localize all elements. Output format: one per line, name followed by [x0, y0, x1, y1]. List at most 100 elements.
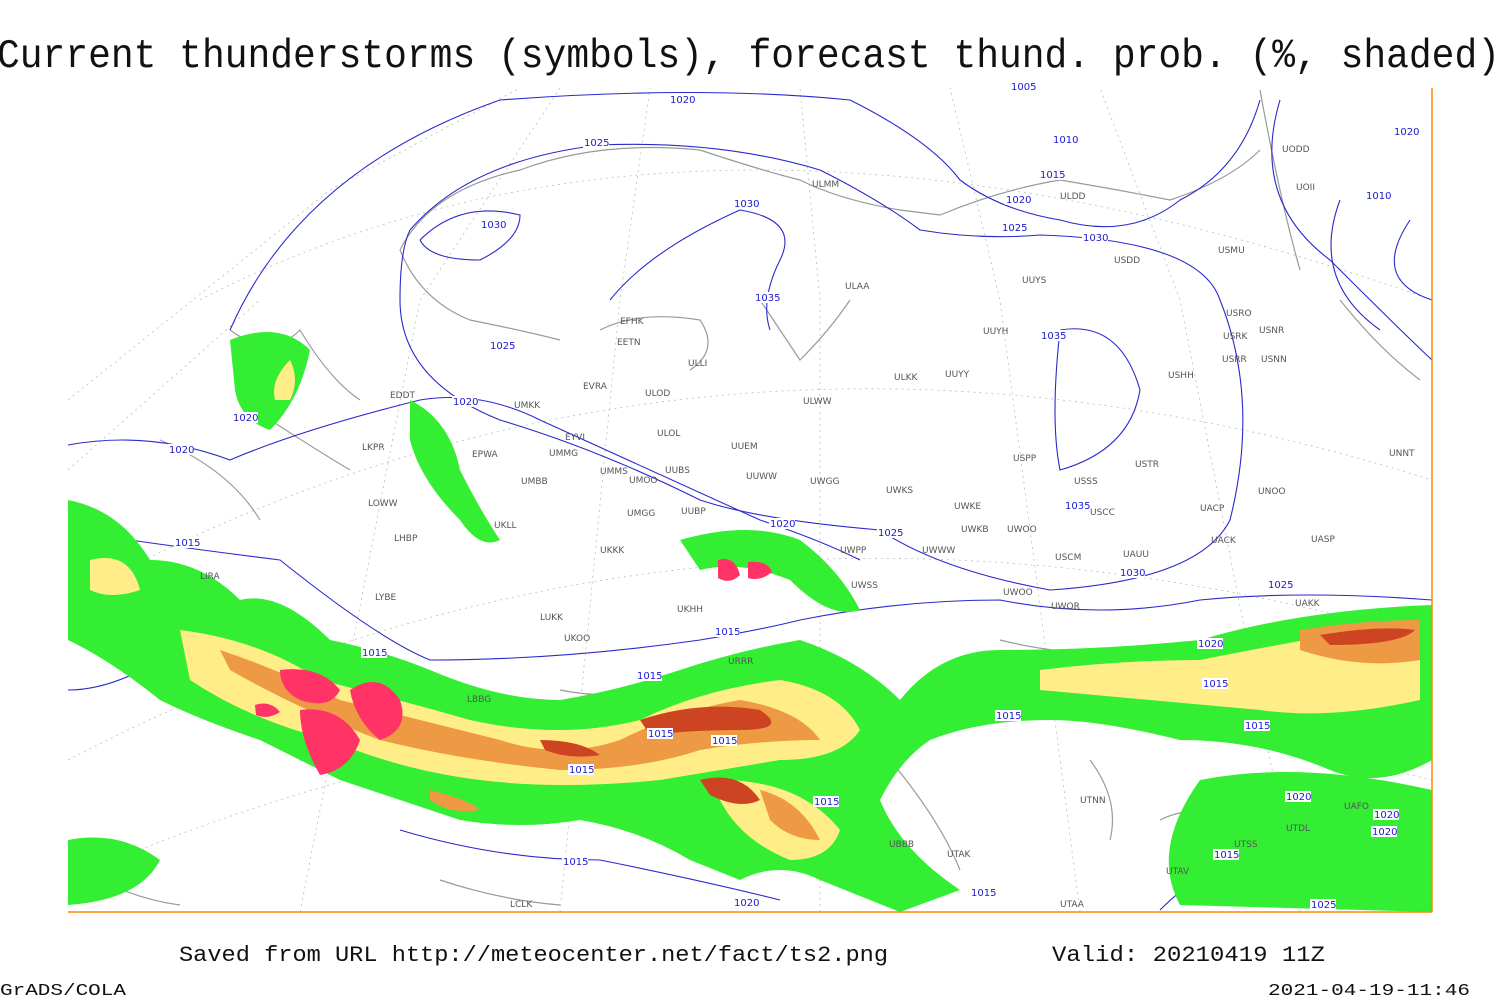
isobar-label-bg — [877, 527, 903, 538]
probability-shading — [68, 332, 1432, 912]
isobar-label-bg — [562, 856, 588, 867]
station-label: UWOO — [1003, 588, 1033, 598]
map-frame: ULMM ULDD UODD UOII USMU USDD ULAA UUYS USRO USRK… — [67, 81, 1433, 913]
isobar-label-bg — [1244, 720, 1270, 731]
isobar-label: 1020 — [1372, 827, 1397, 838]
isobar-label: 1010 — [1366, 191, 1391, 202]
station-label: UWKE — [954, 502, 981, 512]
isobar-label-bg — [1267, 579, 1293, 590]
isobar-label-bg — [1310, 899, 1336, 910]
station-label: UMGG — [627, 509, 655, 519]
isobar-label: 1020 — [1374, 810, 1399, 821]
isobar-label: 1030 — [1083, 233, 1108, 244]
isobar-label-bg — [1064, 500, 1090, 511]
station-label: UUWW — [746, 472, 777, 482]
station-label: UUYH — [983, 327, 1008, 337]
station-label: UTSS — [1234, 840, 1258, 850]
isobar-label: 1035 — [1041, 331, 1066, 342]
isobar-label-bg — [361, 647, 387, 658]
software: GrADS/COLA — [0, 982, 127, 1000]
station-label: UWSS — [851, 581, 878, 591]
isobar-label: 1035 — [755, 293, 780, 304]
isobar-label: 1020 — [670, 95, 695, 106]
station-label: UACP — [1200, 504, 1225, 514]
isobar-label-bg — [452, 396, 478, 407]
station-label: USNN — [1261, 355, 1287, 365]
station-label: USPP — [1013, 454, 1037, 464]
station-label: LOWW — [368, 499, 398, 509]
valid-time: Valid: 20210419 11Z — [1052, 943, 1325, 968]
isobar-label-bg — [168, 444, 194, 455]
isobar-label: 1015 — [1245, 721, 1270, 732]
isobar-label: 1025 — [584, 138, 609, 149]
isobar-label-bg — [769, 518, 795, 529]
station-label: UNNT — [1389, 449, 1415, 459]
isobar-label: 1020 — [1394, 127, 1419, 138]
station-label: UWWW — [922, 546, 955, 556]
station-label: UUBP — [681, 507, 706, 517]
isobar-label-bg — [232, 412, 258, 423]
station-label: USCM — [1055, 553, 1081, 563]
isobar-label-bg — [1039, 169, 1065, 180]
isobar-label-bg — [1005, 194, 1031, 205]
station-label: EPWA — [472, 450, 499, 460]
isobar-label: 1025 — [878, 528, 903, 539]
station-label: UNOO — [1258, 487, 1286, 497]
source-url: Saved from URL http://meteocenter.net/fa… — [179, 943, 888, 968]
isobar-label: 1010 — [1053, 135, 1078, 146]
station-label: UAUU — [1123, 550, 1149, 560]
station-label: UKKK — [600, 546, 625, 556]
station-label: EETN — [617, 338, 641, 348]
isobar-label-bg — [1373, 809, 1399, 820]
station-label: UUBS — [665, 466, 690, 476]
station-labels: ULMM ULDD UODD UOII USMU USDD ULAA UUYS USRO USRK… — [200, 145, 1415, 910]
station-label: ULDD — [1060, 192, 1086, 202]
isobar-label-bg — [1285, 791, 1311, 802]
isobar-label-bg — [1040, 330, 1066, 341]
isobar-label: 1015 — [569, 765, 594, 776]
station-label: USCC — [1090, 508, 1115, 518]
station-label: UKOO — [564, 634, 590, 644]
station-label: UUYY — [945, 370, 970, 380]
station-label: ULLI — [688, 359, 707, 369]
isobar-label: 1025 — [1268, 580, 1293, 591]
station-label: EVRA — [583, 382, 608, 392]
isobar-label-bg — [1365, 190, 1391, 201]
station-label: UUEM — [731, 442, 758, 452]
station-label: UMOO — [629, 476, 658, 486]
station-label: UTDL — [1286, 824, 1310, 834]
isobar-label-bg — [995, 710, 1021, 721]
isobar-label: 1015 — [996, 711, 1021, 722]
isobar-label-bg — [1371, 826, 1397, 837]
isobar-label: 1005 — [1011, 82, 1036, 93]
station-label: UWOO — [1007, 525, 1037, 535]
isobar-label: 1015 — [971, 888, 996, 899]
isobar-label-bg — [1052, 134, 1078, 145]
isobar-label: 1020 — [1006, 195, 1031, 206]
station-label: UAKK — [1295, 599, 1321, 609]
isobar-label-bg — [813, 796, 839, 807]
station-label: USRK — [1223, 332, 1249, 342]
isobar-label: 1030 — [481, 220, 506, 231]
isobar-label: 1015 — [362, 648, 387, 659]
station-label: LYBE — [375, 593, 396, 603]
station-label: ULAA — [845, 282, 870, 292]
isobar-label-bg — [754, 292, 780, 303]
isobar-label: 1015 — [648, 729, 673, 740]
station-label: EYVI — [565, 433, 585, 443]
station-label: UKLL — [494, 521, 517, 531]
isobar-label-bg — [669, 94, 695, 105]
station-label: UOII — [1296, 183, 1315, 193]
isobar-label-bg — [733, 897, 759, 908]
station-label: LCLK — [510, 900, 533, 910]
title: Current thunderstorms (symbols), forecas… — [0, 34, 1500, 80]
station-label: ULMM — [812, 180, 839, 190]
isobar-labels: 1020 1025 1010 1015 1020 1025 1030 1030 1030 1035… — [168, 81, 1419, 911]
station-label: USRR — [1222, 355, 1247, 365]
isobar-label: 1030 — [1120, 568, 1145, 579]
station-label: UAFO — [1344, 802, 1369, 812]
isobar-label: 1020 — [233, 413, 258, 424]
station-label: UWOR — [1051, 602, 1080, 612]
station-label: UTAA — [1060, 900, 1085, 910]
station-label: UODD — [1282, 145, 1310, 155]
